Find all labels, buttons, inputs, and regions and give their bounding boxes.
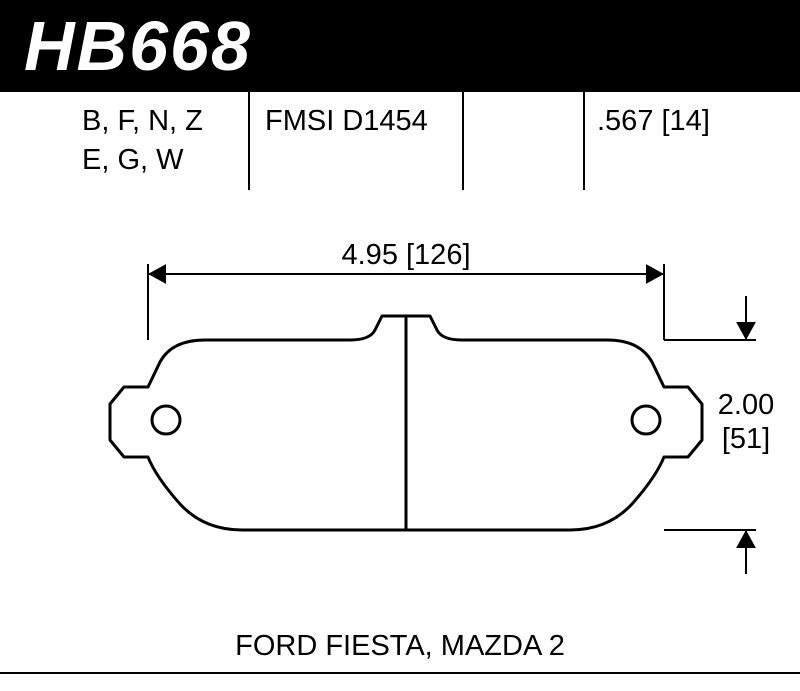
spec-separator: [583, 92, 585, 190]
svg-text:2.00: 2.00: [718, 389, 774, 421]
spec-thickness: .567 [14]: [597, 102, 710, 141]
spec-separator: [462, 92, 464, 190]
svg-text:[51]: [51]: [722, 423, 770, 455]
spec-fmsi: FMSI D1454: [265, 102, 428, 141]
spec-compounds: B, F, N, ZE, G, W: [82, 102, 203, 180]
brake-pad-diagram: 4.95 [126] 2.00[51]: [0, 212, 800, 612]
spec-separator: [248, 92, 250, 190]
application-label: FORD FIESTA, MAZDA 2: [0, 630, 800, 663]
part-number: HB668: [24, 6, 252, 86]
svg-text:4.95 [126]: 4.95 [126]: [342, 239, 471, 271]
diagram-area: 4.95 [126] 2.00[51]: [0, 212, 800, 612]
spec-row: B, F, N, ZE, G, W FMSI D1454 .567 [14]: [0, 92, 800, 202]
header-bar: HB668: [0, 0, 800, 92]
footer-rule: [0, 672, 800, 674]
